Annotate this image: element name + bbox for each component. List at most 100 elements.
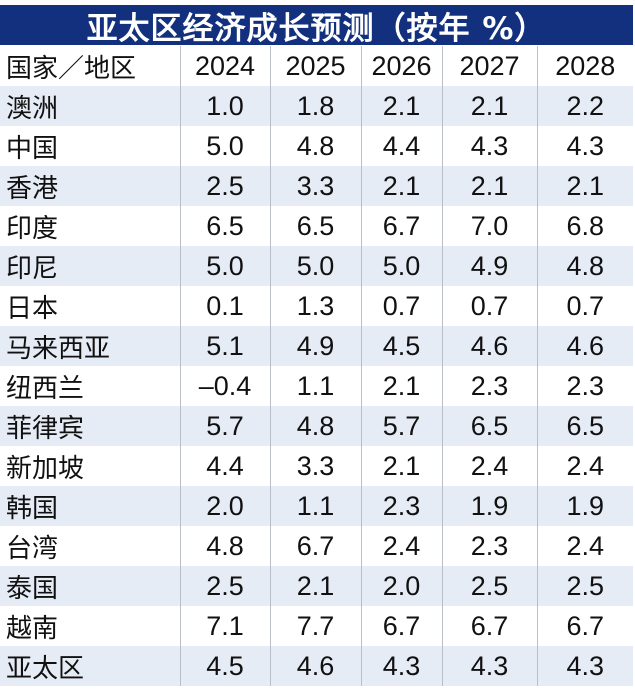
growth-value-2025: 4.9 [269, 326, 361, 366]
growth-value-2028: 2.3 [536, 366, 633, 406]
growth-value-2027: 4.9 [441, 246, 537, 286]
table-row: 马来西亚 5.1 4.9 4.5 4.6 4.6 [0, 326, 633, 366]
growth-value-2028: 0.7 [536, 286, 633, 326]
growth-value-2024: 2.5 [179, 566, 270, 606]
growth-value-2027: 0.7 [441, 286, 537, 326]
region-name: 香港 [0, 166, 180, 206]
growth-value-2025: 6.5 [269, 206, 361, 246]
growth-forecast-table: 国家／地区 2024 2025 2026 2027 2028 澳洲 1.0 1.8 2… [0, 46, 633, 686]
region-name: 纽西兰 [6, 373, 85, 404]
growth-value-2024: 7.1 [179, 606, 270, 646]
header-row: 国家／地区 2024 2025 2026 2027 2028 [0, 46, 633, 86]
region-name: 菲律宾 [0, 406, 180, 446]
growth-value-2027: 2.5 [441, 566, 537, 606]
growth-value-2027: 6.7 [441, 606, 537, 646]
growth-value-2026: 6.7 [360, 606, 442, 646]
growth-value-2028: 1.9 [536, 486, 633, 526]
growth-value-2026: 5.0 [360, 246, 442, 286]
table-row: 印度 6.5 6.5 6.7 7.0 6.8 [0, 206, 633, 246]
growth-value-2024: –0.4 [179, 366, 270, 406]
growth-value-2025: 7.7 [269, 606, 361, 646]
growth-value-2024: 4.4 [179, 446, 270, 486]
growth-value-2024: 5.1 [179, 326, 270, 366]
growth-value-2027: 7.0 [441, 206, 537, 246]
table-row: 韩国 2.0 1.1 2.3 1.9 1.9 [0, 486, 633, 526]
growth-value-2027: 4.3 [441, 646, 537, 686]
growth-value-2025: 1.1 [269, 366, 361, 406]
growth-value-2028: 2.4 [536, 526, 633, 566]
growth-value-2028: 6.7 [536, 606, 633, 646]
growth-value-2028: 2.4 [536, 446, 633, 486]
growth-value-2028: 2.2 [536, 86, 633, 126]
region-name: 日本 [6, 293, 59, 324]
growth-value-2028: 4.6 [536, 326, 633, 366]
growth-value-2028: 6.5 [536, 406, 633, 446]
growth-value-2028: 4.8 [536, 246, 633, 286]
growth-value-2024: 5.0 [179, 246, 270, 286]
growth-value-2028: 2.1 [536, 166, 633, 206]
growth-value-2026: 2.1 [360, 366, 442, 406]
growth-value-2028: 2.5 [536, 566, 633, 606]
growth-value-2027: 2.3 [441, 366, 537, 406]
growth-value-2025: 5.0 [269, 246, 361, 286]
growth-value-2026: 0.7 [360, 286, 442, 326]
growth-value-2025: 4.6 [269, 646, 361, 686]
growth-value-2024: 6.5 [179, 206, 270, 246]
growth-value-2024: 0.1 [179, 286, 270, 326]
header-region: 国家／地区 [0, 46, 180, 86]
table-row: 菲律宾 5.7 4.8 5.7 6.5 6.5 [0, 406, 633, 446]
region-name: 台湾 [6, 533, 59, 564]
region-name: 新加坡 [6, 453, 85, 484]
region-name: 越南 [6, 613, 59, 644]
growth-value-2027: 4.6 [441, 326, 537, 366]
header-2025: 2025 [269, 46, 361, 86]
growth-value-2025: 6.7 [269, 526, 361, 566]
growth-value-2026: 2.1 [360, 166, 442, 206]
table-row: 纽西兰 –0.4 1.1 2.1 2.3 2.3 [0, 366, 633, 406]
header-2024: 2024 [179, 46, 270, 86]
growth-value-2028: 4.3 [536, 646, 633, 686]
region-name: 韩国 [0, 486, 180, 526]
growth-value-2025: 4.8 [269, 406, 361, 446]
growth-value-2024: 1.0 [179, 86, 270, 126]
header-2026: 2026 [360, 46, 442, 86]
growth-value-2028: 4.3 [536, 126, 633, 166]
growth-value-2027: 2.1 [441, 86, 537, 126]
growth-value-2025: 1.8 [269, 86, 361, 126]
growth-value-2024: 4.8 [179, 526, 270, 566]
region-name: 泰国 [0, 566, 180, 606]
table-row: 香港 2.5 3.3 2.1 2.1 2.1 [0, 166, 633, 206]
growth-value-2026: 4.3 [360, 646, 442, 686]
growth-value-2024: 2.0 [179, 486, 270, 526]
growth-value-2027: 4.3 [441, 126, 537, 166]
growth-value-2026: 4.5 [360, 326, 442, 366]
growth-value-2026: 2.4 [360, 526, 442, 566]
growth-value-2027: 2.4 [441, 446, 537, 486]
growth-value-2024: 2.5 [179, 166, 270, 206]
growth-value-2026: 2.3 [360, 486, 442, 526]
region-name: 中国 [6, 133, 59, 164]
growth-value-2027: 6.5 [441, 406, 537, 446]
region-name: 澳洲 [0, 86, 180, 126]
table-title: 亚太区经济成长预测（按年 %） [0, 5, 633, 47]
header-2027: 2027 [441, 46, 537, 86]
growth-value-2027: 1.9 [441, 486, 537, 526]
header-2028: 2028 [536, 46, 633, 86]
growth-value-2026: 4.4 [360, 126, 442, 166]
table-row: 亚太区 4.5 4.6 4.3 4.3 4.3 [0, 646, 633, 686]
growth-value-2026: 2.0 [360, 566, 442, 606]
region-name: 马来西亚 [0, 326, 180, 366]
table-row: 泰国 2.5 2.1 2.0 2.5 2.5 [0, 566, 633, 606]
table-row: 日本 0.1 1.3 0.7 0.7 0.7 [0, 286, 633, 326]
growth-value-2026: 6.7 [360, 206, 442, 246]
region-name: 印尼 [0, 246, 180, 286]
growth-value-2026: 2.1 [360, 446, 442, 486]
growth-value-2026: 5.7 [360, 406, 442, 446]
growth-value-2027: 2.1 [441, 166, 537, 206]
growth-value-2025: 4.8 [269, 126, 361, 166]
region-name: 亚太区 [0, 646, 180, 686]
table-row: 越南 7.1 7.7 6.7 6.7 6.7 [0, 606, 633, 646]
growth-value-2027: 2.3 [441, 526, 537, 566]
growth-value-2028: 6.8 [536, 206, 633, 246]
growth-value-2025: 3.3 [269, 166, 361, 206]
